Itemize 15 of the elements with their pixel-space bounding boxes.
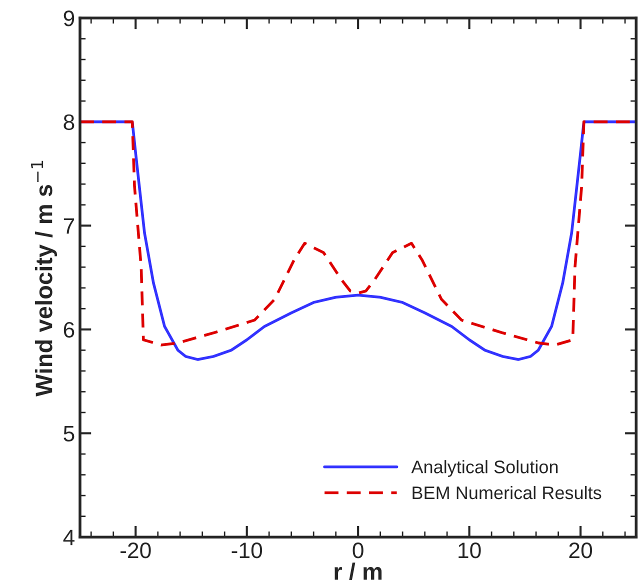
- y-tick-label: 4: [63, 530, 74, 546]
- x-tick-label: -10: [232, 542, 262, 558]
- x-tick-label: -20: [120, 542, 151, 558]
- y-tick-label: 8: [64, 114, 74, 130]
- y-tick-label: 5: [64, 426, 74, 442]
- legend-label: Analytical Solution: [411, 460, 558, 477]
- x-axis-title: r / m: [334, 562, 382, 580]
- y-tick-label: 6: [64, 322, 74, 338]
- legend-label: BEM Numerical Results: [412, 486, 602, 500]
- x-tick-label: 20: [569, 542, 592, 558]
- x-tick-label: 10: [458, 542, 481, 558]
- y-tick-label: 7: [64, 218, 74, 234]
- x-tick-label: 0: [352, 542, 364, 558]
- y-axis-title: Wind velocity / m s$^{−1}$: [31, 160, 58, 397]
- y-tick-label: 9: [64, 10, 74, 26]
